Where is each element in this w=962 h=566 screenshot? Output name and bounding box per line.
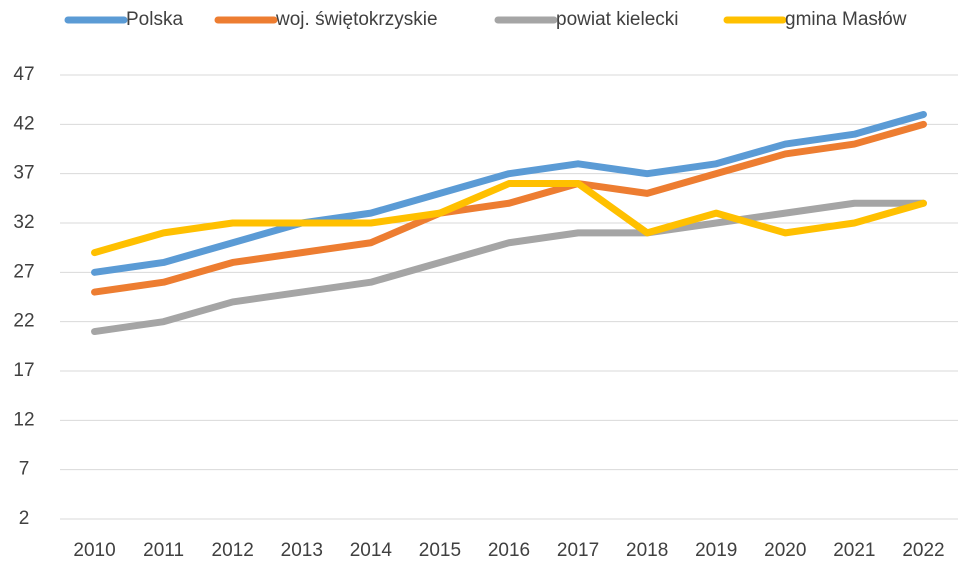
y-tick-label: 12 [13,409,34,430]
series-line [91,180,927,257]
series-line [91,110,927,276]
series-line [91,199,927,336]
legend-label: woj. świętokrzyskie [275,9,438,30]
legend-label: gmina Masłów [785,9,907,30]
x-tick-label: 2018 [626,540,668,561]
x-tick-label: 2015 [419,540,461,561]
y-tick-label: 2 [19,508,30,529]
y-tick-label: 27 [13,261,34,282]
y-tick-label: 17 [13,360,34,381]
series-line [91,120,927,296]
x-tick-label: 2020 [764,540,806,561]
legend-label: powiat kielecki [556,9,679,30]
y-tick-label: 42 [13,113,34,134]
x-tick-label: 2016 [488,540,530,561]
y-tick-label: 22 [13,311,34,332]
y-tick-label: 37 [13,163,34,184]
y-tick-label: 7 [19,459,30,480]
x-tick-label: 2014 [350,540,393,561]
x-tick-label: 2021 [833,540,875,561]
y-tick-label: 47 [13,64,34,85]
y-tick-label: 32 [13,212,34,233]
legend-label: Polska [126,9,183,30]
x-tick-label: 2019 [695,540,737,561]
x-tick-label: 2017 [557,540,599,561]
x-tick-label: 2022 [902,540,944,561]
x-tick-label: 2012 [212,540,254,561]
x-tick-label: 2011 [143,540,184,561]
x-tick-label: 2013 [281,540,323,561]
x-tick-label: 2010 [73,540,115,561]
